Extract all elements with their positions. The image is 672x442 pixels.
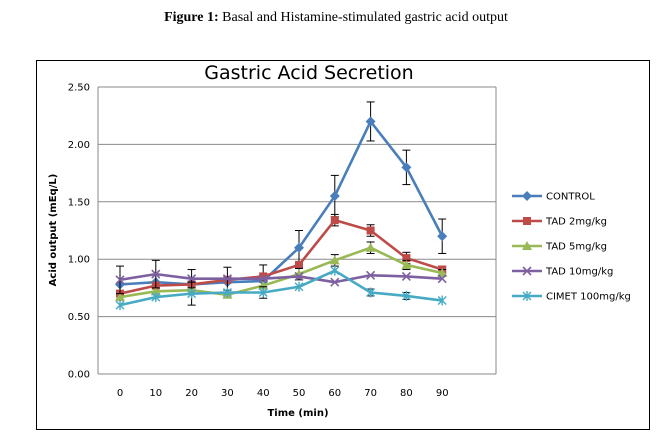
data-point [115, 275, 125, 285]
series-line [119, 218, 443, 295]
legend-item: CIMET 100mg/kg [512, 291, 631, 303]
chart-title: Gastric Acid Secretion [204, 62, 413, 84]
data-point [222, 287, 232, 298]
data-point [330, 265, 340, 276]
x-tick-label: 90 [436, 388, 449, 399]
legend-label: TAD 5mg/kg [545, 242, 607, 253]
figure-caption-text: Basal and Histamine-stimulated gastric a… [218, 10, 508, 25]
x-tick-label: 20 [185, 388, 198, 399]
data-point [294, 242, 304, 253]
data-point [366, 226, 375, 235]
data-point [437, 274, 447, 284]
series-line [119, 246, 443, 299]
data-point [523, 217, 531, 225]
data-point [437, 231, 448, 242]
data-point [330, 277, 340, 287]
data-point [115, 300, 125, 311]
legend-item: TAD 5mg/kg [512, 241, 607, 253]
data-point [401, 290, 411, 301]
data-point [401, 271, 411, 281]
series-cimet-100mg-kg [115, 265, 447, 311]
y-tick-label: 0.50 [68, 312, 90, 323]
series-tad-5mg-kg [115, 241, 448, 302]
axis-layer: 0.00 0.50 1.00 1.50 2.00 2.50 0 10 20 30 40 50 60 70 8… [68, 83, 497, 399]
x-tick-label: 80 [400, 388, 413, 399]
data-point [150, 286, 161, 296]
y-tick-label: 2.50 [68, 83, 90, 94]
data-point [522, 191, 532, 201]
legend-label: CIMET 100mg/kg [546, 292, 631, 303]
chart-frame [36, 60, 650, 430]
series-line [119, 269, 443, 307]
series-line [119, 120, 444, 286]
data-point [522, 291, 532, 301]
data-point [295, 260, 303, 269]
data-point [365, 116, 376, 127]
series-tad-2mg-kg [116, 213, 447, 298]
data-point [151, 292, 161, 303]
x-tick-label: 40 [257, 388, 270, 399]
data-point [187, 288, 197, 299]
data-point [437, 267, 448, 277]
x-tick-label: 60 [328, 388, 341, 399]
legend: CONTROL TAD 2mg/kg TAD 5mg/kg TAD 10mg/kg CI… [512, 191, 631, 303]
data-point [294, 281, 304, 292]
legend-label: TAD 2mg/kg [545, 217, 607, 228]
data-point [401, 162, 412, 173]
x-tick-label: 70 [364, 388, 377, 399]
x-tick-label: 0 [117, 388, 123, 399]
series-tad-10mg-kg [115, 259, 447, 295]
data-point [522, 241, 532, 250]
data-point [329, 191, 340, 202]
legend-item: CONTROL [512, 191, 595, 203]
data-point [222, 274, 232, 284]
data-point [366, 270, 376, 280]
data-point [437, 295, 447, 306]
data-point [259, 272, 268, 281]
data-point [366, 287, 376, 298]
legend-item: TAD 10mg/kg [512, 266, 613, 278]
y-tick-label: 1.50 [68, 197, 90, 208]
data-point [294, 271, 304, 281]
y-axis-label: Acid output (mEq/L) [48, 174, 59, 287]
x-tick-label: 50 [293, 388, 306, 399]
data-point [258, 287, 268, 298]
data-point [258, 274, 268, 284]
legend-label: CONTROL [546, 192, 595, 203]
data-point [365, 242, 376, 252]
data-point [329, 255, 340, 265]
figure-caption: Figure 1: Basal and Histamine-stimulated… [0, 10, 672, 26]
legend-label: TAD 10mg/kg [545, 267, 613, 278]
data-point [258, 280, 269, 290]
y-tick-label: 0.00 [68, 370, 90, 381]
series-layer [115, 101, 448, 311]
grid-layer [98, 86, 496, 318]
y-tick-label: 2.00 [68, 140, 90, 151]
data-point [151, 269, 161, 279]
x-tick-label: 10 [149, 388, 162, 399]
data-point [402, 254, 411, 263]
data-point [187, 274, 197, 284]
series-line [119, 272, 443, 284]
data-point [330, 216, 339, 225]
legend-item: TAD 2mg/kg [512, 217, 607, 228]
y-tick-label: 1.00 [68, 255, 90, 266]
data-point [401, 259, 412, 269]
x-axis-label: Time (min) [267, 408, 328, 419]
data-point [115, 292, 125, 302]
data-point [522, 266, 532, 276]
figure-caption-prefix: Figure 1: [164, 10, 219, 25]
x-tick-label: 30 [221, 388, 234, 399]
